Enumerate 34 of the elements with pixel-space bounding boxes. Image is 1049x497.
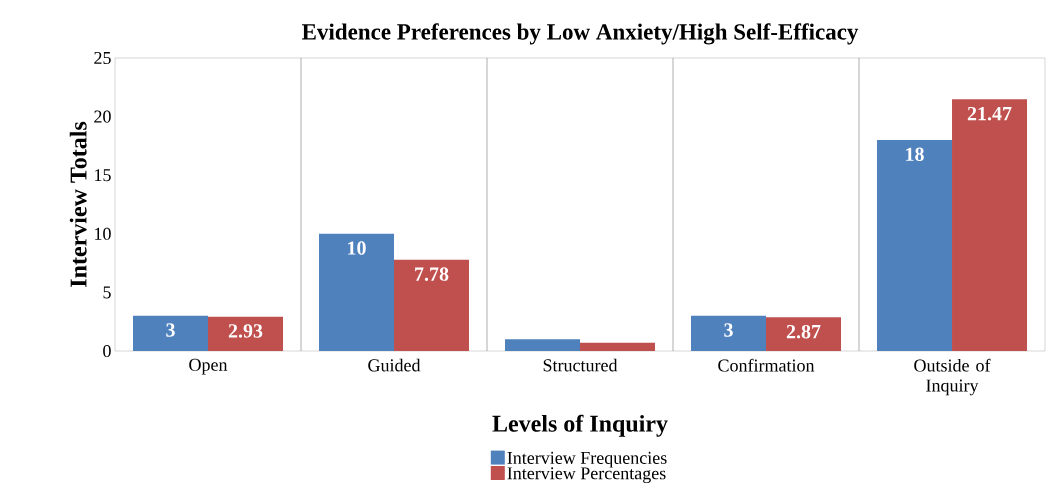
legend-label: Interview Percentages bbox=[507, 467, 666, 484]
x-tick-label: Confirmation bbox=[718, 358, 815, 372]
bar bbox=[766, 317, 842, 351]
x-tick-label: Structured bbox=[543, 358, 618, 372]
bar bbox=[691, 315, 767, 351]
x-axis-title: Levels of Inquiry bbox=[492, 414, 668, 437]
data-label: 7.78 bbox=[415, 267, 449, 281]
y-axis-title: Interview Totals bbox=[69, 121, 87, 287]
y-tick-label: 10 bbox=[95, 227, 111, 240]
bar bbox=[952, 99, 1028, 351]
data-label: 2.87 bbox=[786, 324, 821, 339]
bar bbox=[133, 315, 208, 351]
bar bbox=[505, 339, 581, 351]
x-tick-label: Outside of Inquiry bbox=[914, 358, 991, 396]
x-tick-label: Open bbox=[189, 358, 228, 375]
y-tick-label: 25 bbox=[94, 51, 111, 65]
chart-title: Evidence Preferences by Low Anxiety/High Self-Efficacy bbox=[301, 23, 859, 45]
data-label: 2.93 bbox=[228, 324, 263, 338]
bar bbox=[580, 342, 656, 351]
data-label: 21.47 bbox=[967, 106, 1012, 121]
bar bbox=[877, 140, 953, 351]
data-label: 3 bbox=[724, 323, 733, 337]
bar bbox=[394, 259, 469, 351]
x-tick-label: Guided bbox=[368, 358, 421, 372]
bar bbox=[208, 316, 283, 351]
y-tick-label: 0 bbox=[103, 344, 111, 358]
bar bbox=[319, 233, 394, 351]
y-tick-label: 15 bbox=[95, 169, 111, 182]
data-label: 3 bbox=[166, 323, 175, 337]
y-tick-label: 5 bbox=[103, 286, 111, 299]
data-label: 10 bbox=[348, 241, 366, 255]
y-tick-label: 20 bbox=[94, 110, 111, 123]
data-label: 18 bbox=[906, 147, 924, 162]
legend-label: Interview Frequencies bbox=[507, 451, 667, 468]
